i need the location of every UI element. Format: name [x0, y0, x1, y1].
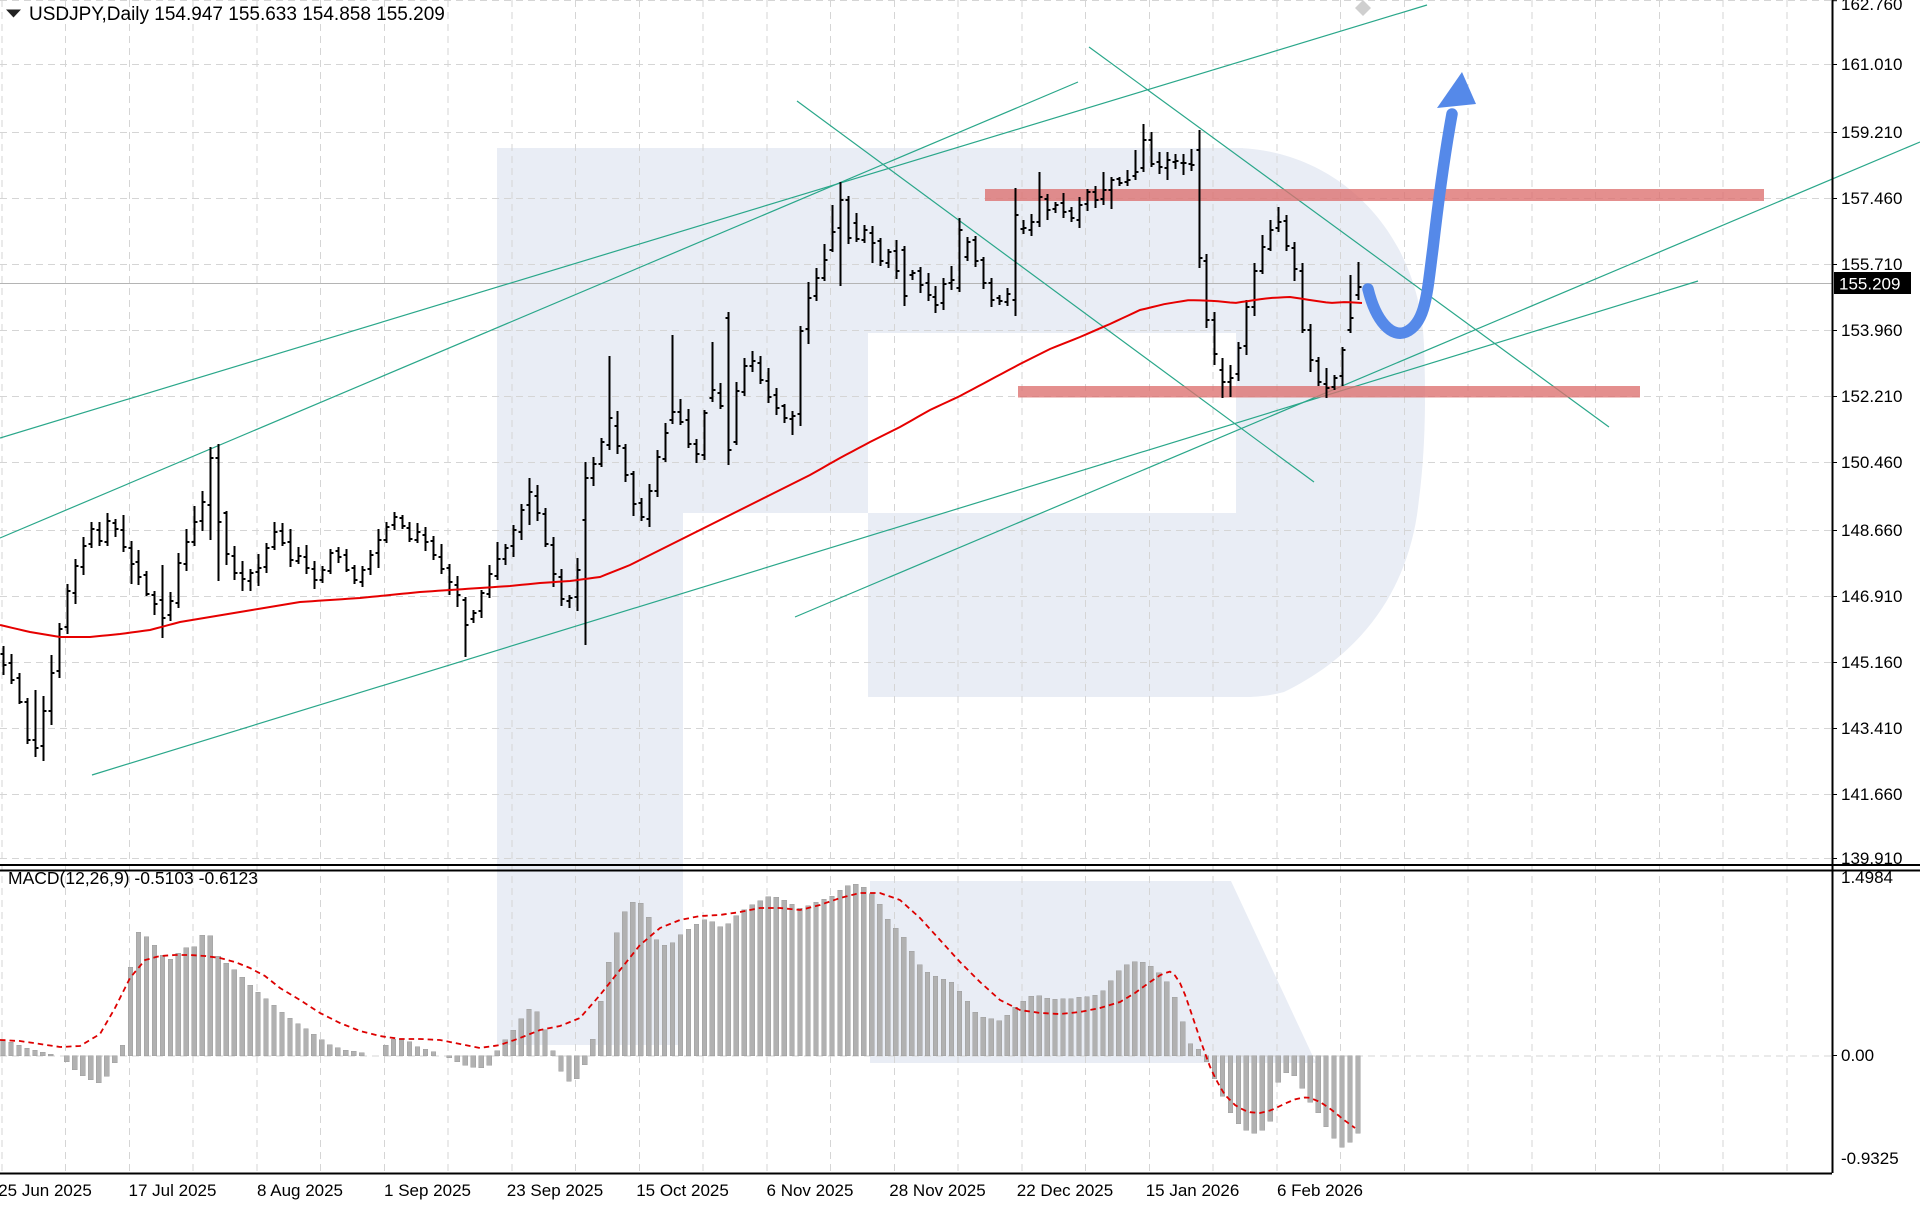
svg-text:157.460: 157.460	[1841, 189, 1902, 208]
svg-text:USDJPY,Daily 154.947 155.633: USDJPY,Daily 154.947 155.633 154.858 155…	[29, 4, 445, 25]
svg-text:139.910: 139.910	[1841, 849, 1902, 868]
svg-text:28 Nov 2025: 28 Nov 2025	[889, 1181, 985, 1200]
svg-text:6 Nov 2025: 6 Nov 2025	[767, 1181, 854, 1200]
svg-text:153.960: 153.960	[1841, 321, 1902, 340]
svg-text:146.910: 146.910	[1841, 587, 1902, 606]
svg-text:155.710: 155.710	[1841, 255, 1902, 274]
svg-text:1.4984: 1.4984	[1841, 868, 1893, 887]
svg-text:141.660: 141.660	[1841, 785, 1902, 804]
svg-text:6 Feb 2026: 6 Feb 2026	[1277, 1181, 1363, 1200]
svg-text:0.00: 0.00	[1841, 1046, 1874, 1065]
svg-text:MACD(12,26,9) -0.5103 -0.6123: MACD(12,26,9) -0.5103 -0.6123	[8, 868, 258, 888]
svg-text:1 Sep 2025: 1 Sep 2025	[384, 1181, 471, 1200]
svg-text:155.209: 155.209	[1839, 275, 1900, 294]
svg-text:162.760: 162.760	[1841, 0, 1902, 14]
svg-text:161.010: 161.010	[1841, 55, 1902, 74]
svg-text:15 Oct 2025: 15 Oct 2025	[636, 1181, 729, 1200]
svg-text:8 Aug 2025: 8 Aug 2025	[257, 1181, 343, 1200]
svg-text:148.660: 148.660	[1841, 521, 1902, 540]
svg-text:23 Sep 2025: 23 Sep 2025	[507, 1181, 603, 1200]
svg-text:25 Jun 2025: 25 Jun 2025	[0, 1181, 92, 1200]
svg-text:143.410: 143.410	[1841, 719, 1902, 738]
svg-text:145.160: 145.160	[1841, 653, 1902, 672]
svg-text:15 Jan 2026: 15 Jan 2026	[1146, 1181, 1240, 1200]
svg-text:17 Jul 2025: 17 Jul 2025	[129, 1181, 217, 1200]
svg-text:159.210: 159.210	[1841, 123, 1902, 142]
svg-text:150.460: 150.460	[1841, 453, 1902, 472]
svg-text:22 Dec 2025: 22 Dec 2025	[1017, 1181, 1113, 1200]
svg-text:-0.9325: -0.9325	[1841, 1149, 1899, 1168]
svg-text:152.210: 152.210	[1841, 387, 1902, 406]
